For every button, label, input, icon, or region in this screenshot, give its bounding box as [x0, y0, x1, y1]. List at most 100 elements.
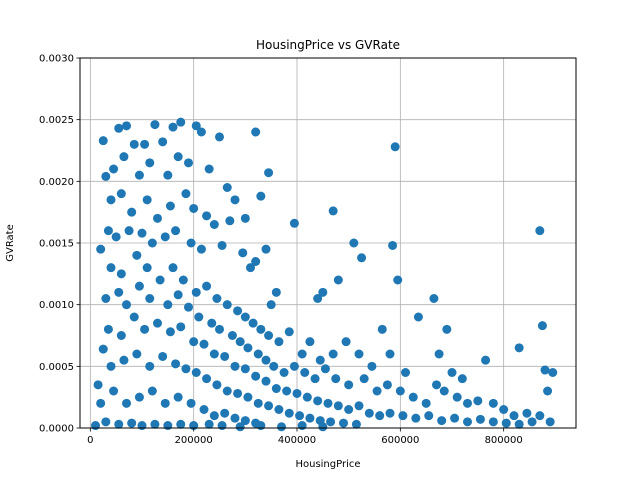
x-axis-label: HousingPrice — [295, 459, 360, 470]
data-point — [212, 380, 222, 390]
data-point — [142, 195, 152, 205]
data-point — [514, 343, 524, 353]
data-point — [421, 398, 431, 408]
data-point — [222, 183, 232, 192]
data-point — [320, 364, 330, 374]
data-point — [129, 139, 139, 149]
data-point — [163, 300, 173, 310]
data-point — [251, 371, 261, 381]
data-point — [540, 365, 550, 375]
data-point — [372, 386, 382, 396]
data-point — [196, 244, 206, 254]
x-tick-label: 400000 — [278, 435, 316, 446]
data-point — [96, 398, 106, 408]
data-point — [377, 324, 387, 334]
data-point — [233, 306, 243, 316]
y-axis-ticks: 0.0000 0.0005 0.0010 0.0015 0.0020 0.0025 0.00… — [39, 54, 80, 435]
x-axis-ticks: 0 200000 400000 600000 800000 — [87, 428, 523, 446]
data-point — [429, 294, 439, 303]
data-point — [150, 419, 160, 429]
data-point — [509, 411, 519, 421]
data-point — [390, 142, 400, 152]
data-point — [328, 349, 338, 359]
data-point — [271, 384, 281, 394]
data-point — [344, 380, 354, 390]
data-point — [434, 349, 444, 359]
data-point — [134, 281, 144, 291]
data-point — [227, 331, 237, 340]
y-tick-label: 0.0005 — [39, 362, 74, 373]
data-point — [176, 419, 186, 429]
data-point — [424, 411, 434, 421]
data-point — [548, 368, 558, 377]
x-tick-label: 200000 — [175, 435, 213, 446]
data-point — [147, 386, 157, 396]
data-point — [457, 374, 467, 384]
data-point — [328, 206, 338, 216]
data-point — [127, 207, 137, 217]
data-point — [256, 191, 266, 201]
data-point — [124, 226, 134, 236]
data-point — [367, 361, 377, 371]
data-point — [297, 349, 307, 359]
data-point — [163, 421, 173, 431]
data-point — [114, 123, 124, 133]
data-point — [514, 419, 524, 429]
data-point — [222, 300, 232, 310]
data-point — [240, 213, 250, 223]
data-point — [127, 418, 137, 428]
data-point — [132, 250, 142, 260]
y-tick-label: 0.0030 — [39, 54, 74, 65]
data-point — [481, 355, 491, 365]
data-point — [284, 327, 294, 337]
data-point — [147, 238, 157, 248]
data-point — [442, 324, 452, 334]
data-point — [537, 321, 547, 331]
x-tick-label: 800000 — [485, 435, 523, 446]
y-tick-label: 0.0000 — [39, 424, 74, 435]
data-point — [277, 422, 286, 432]
data-point — [98, 136, 108, 146]
data-point — [475, 414, 485, 424]
data-point — [261, 355, 271, 365]
data-point — [240, 312, 250, 322]
data-point — [253, 398, 263, 408]
data-point — [447, 368, 457, 377]
data-point — [282, 386, 292, 396]
data-point — [385, 349, 395, 359]
data-point — [302, 392, 312, 402]
data-point — [132, 349, 142, 359]
data-point — [106, 361, 116, 371]
data-point — [186, 238, 196, 248]
data-point — [344, 405, 354, 414]
data-point — [310, 374, 320, 384]
data-point — [129, 312, 139, 322]
data-points — [91, 117, 558, 432]
data-point — [256, 421, 266, 431]
data-point — [527, 417, 537, 427]
data-point — [122, 121, 131, 131]
data-point — [119, 152, 129, 162]
data-point — [450, 413, 460, 423]
data-point — [101, 417, 111, 427]
data-point — [359, 374, 369, 384]
y-tick-label: 0.0025 — [39, 115, 74, 126]
data-point — [351, 419, 361, 429]
data-point — [225, 216, 235, 226]
data-point — [266, 300, 276, 310]
data-point — [364, 408, 374, 418]
data-point — [401, 368, 410, 377]
data-point — [326, 417, 336, 427]
data-point — [238, 248, 248, 258]
data-point — [98, 344, 108, 354]
data-point — [196, 127, 206, 137]
data-point — [173, 290, 183, 300]
data-point — [173, 152, 183, 162]
data-point — [264, 168, 274, 178]
data-point — [289, 361, 299, 371]
data-point — [101, 294, 111, 303]
data-point — [176, 322, 186, 332]
data-point — [295, 411, 305, 421]
data-point — [176, 117, 186, 127]
data-point — [243, 392, 253, 402]
